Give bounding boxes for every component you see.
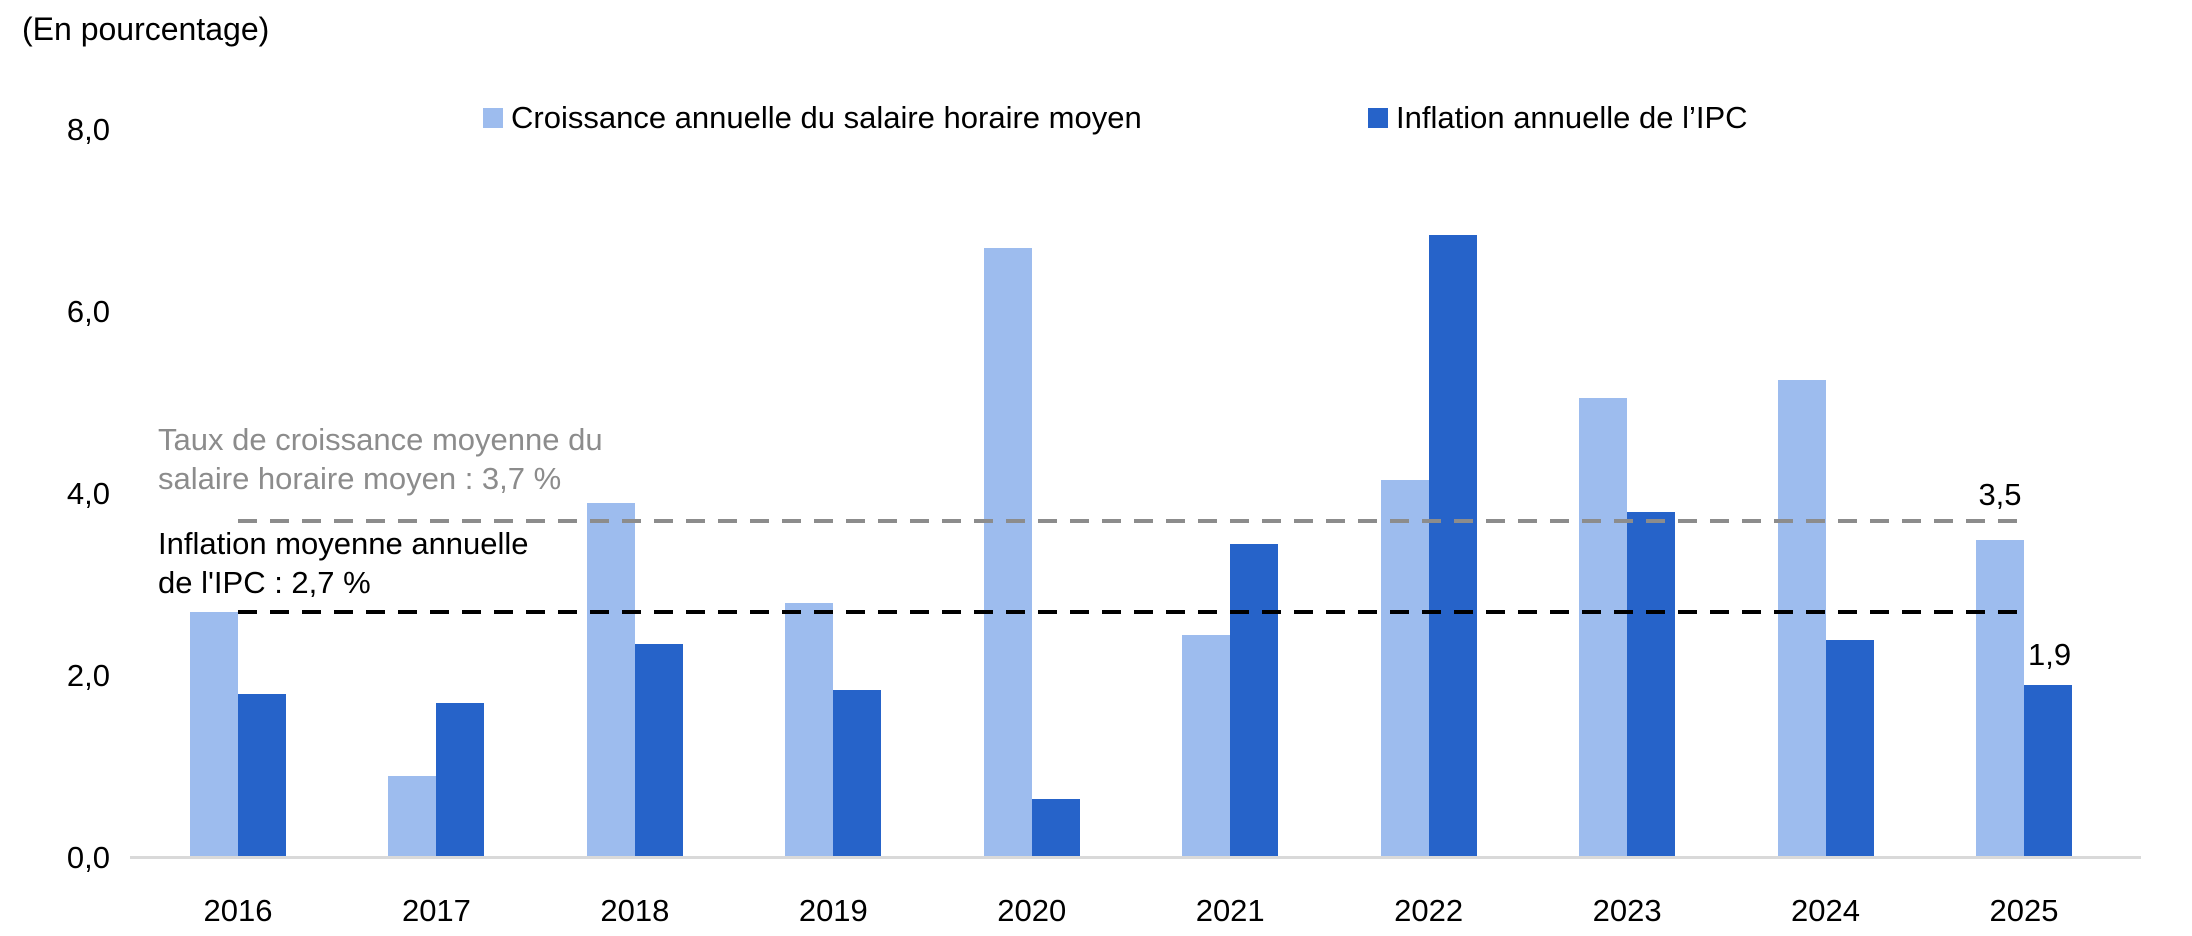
legend-label-ipc: Inflation annuelle de l’IPC <box>1396 100 1748 135</box>
avg-ipc-dashed-line <box>238 610 2024 615</box>
avg-wage-dashed-line <box>238 519 2024 524</box>
x-tick-label-2025: 2025 <box>1989 893 2059 928</box>
y-tick-label: 8,0 <box>66 112 110 147</box>
chart-title: (En pourcentage) <box>22 11 270 47</box>
annotation-avg-wage-line1: Taux de croissance moyenne du <box>158 422 603 457</box>
legend-item-ipc: Inflation annuelle de l’IPC <box>1368 100 1748 136</box>
data-label-wage-2025: 3,5 <box>1978 477 2022 512</box>
legend-marker-wage-icon <box>483 108 503 128</box>
legend-marker-ipc-icon <box>1368 108 1388 128</box>
bar-2023-salaire <box>1579 398 1628 858</box>
annotation-avg-wage-line2: salaire horaire moyen : 3,7 % <box>158 461 562 496</box>
x-tick-label-2022: 2022 <box>1394 893 1464 928</box>
x-tick-label-2016: 2016 <box>203 893 273 928</box>
x-tick-label-2019: 2019 <box>798 893 868 928</box>
x-tick-label-2024: 2024 <box>1791 893 1860 928</box>
bar-2019-salaire <box>785 603 834 858</box>
x-axis-line <box>130 856 2141 859</box>
bar-2022-salaire <box>1380 480 1429 858</box>
y-tick-label: 0,0 <box>66 840 110 875</box>
bar-2017-salaire <box>388 776 437 858</box>
bar-2020-salaire <box>983 248 1032 858</box>
bar-2019-ipc <box>833 689 882 858</box>
x-tick-label-2018: 2018 <box>600 893 670 928</box>
legend-label-wage: Croissance annuelle du salaire horaire m… <box>511 100 1142 135</box>
bar-2022-ipc <box>1428 234 1477 858</box>
annotation-avg-wage: Taux de croissance moyenne du salaire ho… <box>158 420 603 498</box>
x-tick-label-2023: 2023 <box>1592 893 1662 928</box>
y-tick-label: 4,0 <box>66 476 110 511</box>
bar-2023-ipc <box>1627 512 1676 858</box>
bar-2018-salaire <box>586 503 635 858</box>
bar-2025-salaire <box>1975 539 2024 858</box>
annotation-avg-ipc-line1: Inflation moyenne annuelle <box>158 526 529 561</box>
bar-2024-ipc <box>1825 639 1874 858</box>
y-tick-label: 2,0 <box>66 658 110 693</box>
x-tick-label-2020: 2020 <box>997 893 1067 928</box>
legend-item-wage: Croissance annuelle du salaire horaire m… <box>483 100 1142 136</box>
y-tick-label: 6,0 <box>66 294 110 329</box>
bar-2018-ipc <box>634 644 683 858</box>
bar-2021-salaire <box>1182 635 1231 858</box>
bar-2017-ipc <box>436 703 485 858</box>
bar-2016-salaire <box>190 612 238 858</box>
data-label-ipc-2025: 1,9 <box>2028 637 2072 672</box>
bar-2016-ipc <box>238 694 286 858</box>
bar-2025-ipc <box>2023 685 2072 858</box>
bar-2021-ipc <box>1230 544 1279 858</box>
annotation-avg-ipc-line2: de l'IPC : 2,7 % <box>158 565 371 600</box>
x-tick-label-2021: 2021 <box>1195 893 1265 928</box>
annotation-avg-ipc: Inflation moyenne annuelle de l'IPC : 2,… <box>158 524 529 602</box>
x-tick-label-2017: 2017 <box>401 893 471 928</box>
bar-2020-ipc <box>1031 798 1080 858</box>
bar-2024-salaire <box>1777 380 1826 858</box>
